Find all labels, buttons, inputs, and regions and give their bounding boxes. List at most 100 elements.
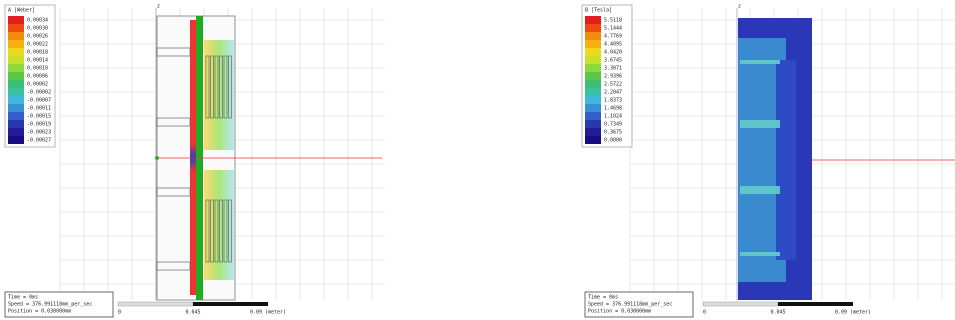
legend-value: 0.00022 [27,42,48,48]
legend-swatch [8,32,24,40]
legend-swatch [585,96,601,104]
legend-swatch [8,16,24,24]
coil [219,55,223,119]
legend-swatch [585,128,601,136]
legend-swatch [585,24,601,32]
coil [210,199,214,263]
legend-value: 2.9396 [604,74,622,80]
legend-value: 4.7769 [604,34,622,40]
legend-value: 0.00002 [27,82,48,88]
legend-swatch [8,88,24,96]
info-speed: Speed = 376.991118mm_per_sec [8,302,92,308]
legend-swatch [585,32,601,40]
scale-bar-dark [778,302,853,306]
legend-swatch [585,72,601,80]
legend-swatch [8,80,24,88]
info-time: Time = 0ms [588,295,618,301]
legend-swatch [8,64,24,72]
legend-value: 0.00010 [27,66,48,72]
legend-value: 1.1024 [604,114,622,120]
legend-swatch [585,88,601,96]
legend-title: B [Tesla] [585,8,612,14]
legend-swatch [585,136,601,144]
coil [228,199,232,263]
legend-value: 3.6745 [604,58,622,64]
legend-swatch [8,96,24,104]
legend-value: -0.00015 [27,114,51,120]
coil [223,55,228,119]
legend-value: 1.8373 [604,98,622,104]
legend-value: 4.0420 [604,50,622,56]
axis-label: z [738,4,741,10]
legend-value: 5.1444 [604,26,622,32]
legend-value: 0.00026 [27,34,48,40]
legend-swatch [8,104,24,112]
legend-swatch [585,56,601,64]
legend-value: 3.3071 [604,66,622,72]
coil [228,55,232,119]
coil [214,199,219,263]
legend-swatch [8,136,24,144]
legend-value: -0.00002 [27,90,51,96]
info-position: Position = 0.030000mm [588,309,651,315]
legend-swatch [8,56,24,64]
legend-value: -0.00011 [27,106,51,112]
legend-value: -0.00019 [27,122,51,128]
info-time: Time = 0ms [8,295,38,301]
legend-value: 1.4698 [604,106,622,112]
legend-value: 0.00034 [27,18,48,24]
scale-label: 0 [118,310,121,316]
legend-value: 2.5722 [604,82,622,88]
legend-swatch [585,16,601,24]
legend-value: -0.00023 [27,130,51,136]
legend-value: 0.00030 [27,26,48,32]
legend-value: 0.7349 [604,122,622,128]
legend-swatch [585,80,601,88]
legend-swatch [8,128,24,136]
scale-label: 0.045 [185,310,200,316]
coil [205,55,210,119]
scale-label: 0.045 [770,310,785,316]
legend-value: 0.00014 [27,58,48,64]
legend-value: 0.00018 [27,50,48,56]
legend-swatch [8,112,24,120]
legend-swatch [8,72,24,80]
legend-swatch [585,48,601,56]
coil [214,55,219,119]
legend-value: 2.2047 [604,90,622,96]
info-box [4,291,114,318]
info-position: Position = 0.030000mm [8,309,71,315]
legend-value: 0.0000 [604,138,622,144]
legend-swatch [585,120,601,128]
legend-swatch [8,120,24,128]
coil [210,55,214,119]
legend-value: 0.3675 [604,130,622,136]
coil [205,199,210,263]
legend-value: 4.4095 [604,42,622,48]
coil [223,199,228,263]
info-speed: Speed = 376.991118mm_per_sec [588,302,672,308]
legend-value: -0.00007 [27,98,51,104]
legend-value: 5.5118 [604,18,622,24]
scale-bar-light [117,301,194,307]
scale-label: 0.09 (meter) [250,310,286,316]
legend-swatch [8,24,24,32]
axis-label: z [157,4,160,10]
scale-label: 0 [703,310,706,316]
legend-swatch [585,64,601,72]
legend-swatch [585,112,601,120]
info-box [584,291,694,318]
legend-value: -0.00027 [27,138,51,144]
legend-title: A [Weber] [8,8,35,14]
scale-bar-light [702,301,779,307]
flux-density-plot [736,8,955,300]
legend-swatch [8,48,24,56]
scale-label: 0.09 (meter) [835,310,871,316]
legend-swatch [585,40,601,48]
legend-value: 0.00006 [27,74,48,80]
scale-bar-dark [193,302,268,306]
legend-swatch [8,40,24,48]
legend-swatch [585,104,601,112]
